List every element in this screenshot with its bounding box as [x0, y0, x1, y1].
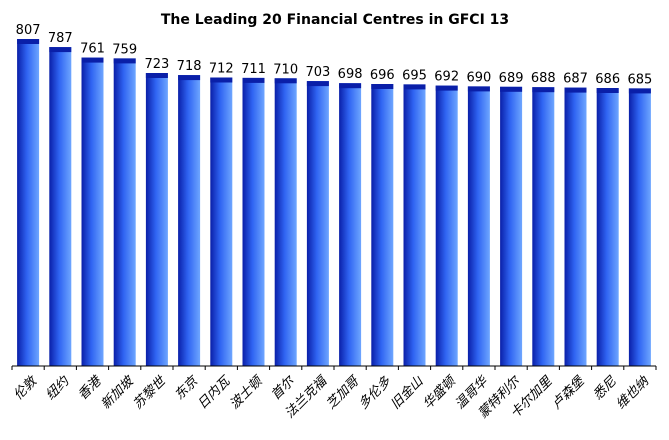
bar-2: [49, 47, 72, 366]
value-label-11: 698: [338, 67, 363, 82]
bar-cap-10: [306, 81, 329, 87]
bar-cap-14: [435, 85, 458, 91]
bar-7: [210, 77, 233, 366]
bar-cap-13: [403, 84, 426, 90]
bar-12: [371, 84, 394, 366]
value-label-18: 687: [563, 72, 588, 87]
x-tick-label-7: 日内瓦: [195, 373, 235, 413]
value-label-8: 711: [241, 62, 266, 77]
bar-cap-6: [178, 75, 201, 81]
bar-cap-20: [628, 88, 651, 94]
value-label-1: 807: [16, 23, 41, 38]
value-label-14: 692: [434, 70, 459, 85]
bar-cap-2: [49, 47, 72, 53]
value-label-6: 718: [177, 59, 202, 74]
bar-9: [274, 78, 297, 367]
bar-cap-7: [210, 77, 233, 83]
bar-4: [113, 58, 136, 367]
x-tick-label-1: 伦敦: [11, 373, 41, 403]
value-label-19: 686: [595, 72, 620, 87]
bar-5: [145, 73, 168, 366]
value-label-7: 712: [209, 62, 234, 77]
bar-cap-5: [145, 73, 168, 78]
bar-15: [467, 86, 490, 367]
bar-1: [17, 39, 40, 366]
bar-17: [532, 87, 555, 366]
x-tick-label-5: 苏黎世: [131, 373, 171, 413]
bar-8: [242, 77, 265, 367]
bar-cap-16: [500, 86, 523, 92]
bar-cap-9: [274, 78, 297, 84]
x-tick-label-18: 卢森堡: [549, 374, 588, 413]
bar-13: [403, 84, 426, 367]
x-tick-label-2: 纽约: [43, 373, 73, 403]
chart-title: The Leading 20 Financial Centres in GFCI…: [161, 12, 509, 28]
bar-cap-12: [371, 84, 394, 89]
x-tick-label-12: 多伦多: [356, 374, 395, 413]
x-tick-label-13: 旧金山: [387, 373, 427, 413]
value-label-20: 685: [627, 72, 652, 87]
value-label-4: 759: [112, 42, 137, 57]
bar-cap-18: [564, 87, 587, 93]
bars-layer: [17, 39, 651, 367]
x-tick-label-11: 芝加哥: [324, 373, 364, 413]
bar-cap-19: [596, 88, 619, 93]
value-label-2: 787: [48, 31, 73, 46]
value-label-12: 696: [370, 68, 395, 83]
bar-10: [306, 81, 329, 366]
x-tick-label-4: 新加坡: [98, 373, 138, 413]
x-tick-label-20: 维也纳: [614, 374, 653, 413]
value-label-10: 703: [305, 65, 330, 80]
bar-cap-11: [339, 83, 362, 89]
x-axis: [11, 365, 657, 370]
bar-cap-15: [467, 86, 490, 92]
value-label-3: 761: [80, 42, 105, 57]
x-tick-label-14: 华盛顿: [420, 373, 460, 413]
bar-20: [628, 88, 651, 367]
bar-14: [435, 85, 458, 366]
value-label-17: 688: [531, 71, 556, 86]
bar-19: [596, 88, 619, 366]
bar-cap-17: [532, 87, 555, 93]
bar-cap-4: [113, 58, 136, 64]
value-label-5: 723: [144, 57, 169, 72]
value-label-16: 689: [499, 71, 524, 86]
bar-3: [81, 57, 104, 366]
value-label-13: 695: [402, 68, 427, 83]
value-label-9: 710: [273, 62, 298, 77]
bar-cap-3: [81, 57, 104, 63]
bar-cap-1: [17, 39, 40, 44]
bar-cap-8: [242, 77, 265, 83]
value-label-15: 690: [466, 70, 491, 85]
bar-6: [178, 75, 201, 366]
bar-11: [339, 83, 362, 366]
value-labels: 807 787 761 759 723 718 712 711 710 703 698 696 695 6…: [16, 23, 653, 87]
bar-18: [564, 87, 587, 366]
bar-16: [500, 86, 523, 367]
x-tick-label-8: 波士顿: [227, 373, 267, 413]
